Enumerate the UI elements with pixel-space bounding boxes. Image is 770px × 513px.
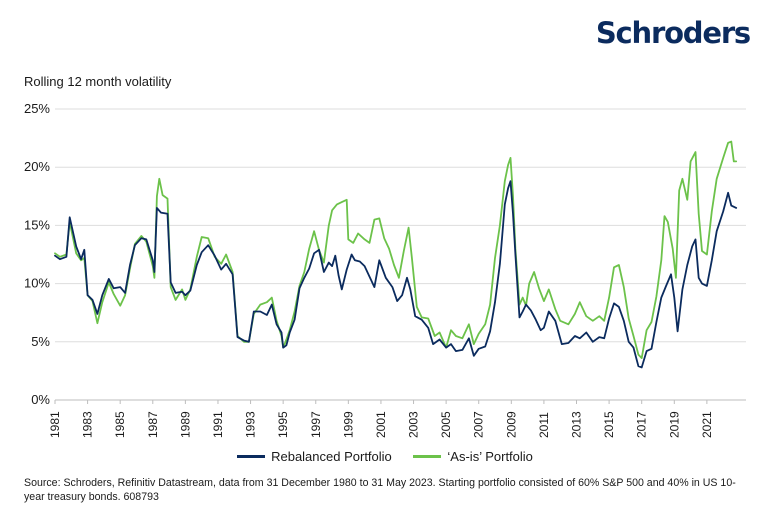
y-tick-label: 20% bbox=[24, 159, 50, 174]
y-tick-label: 0% bbox=[31, 392, 50, 407]
y-tick-label: 10% bbox=[24, 276, 50, 291]
x-tick-label: 1981 bbox=[48, 411, 62, 438]
x-tick-label: 2015 bbox=[602, 411, 616, 438]
series-line bbox=[54, 140, 738, 359]
x-tick-label: 2009 bbox=[504, 411, 518, 438]
x-tick-label: 2007 bbox=[472, 411, 486, 438]
legend-label-as-is: ‘As-is’ Portfolio bbox=[447, 449, 533, 464]
legend: Rebalanced Portfolio ‘As-is’ Portfolio bbox=[0, 446, 770, 464]
legend-swatch-as-is bbox=[413, 455, 442, 458]
x-tick-label: 1983 bbox=[81, 411, 95, 438]
x-tick-label: 2013 bbox=[570, 411, 584, 438]
gridlines bbox=[55, 108, 746, 401]
y-axis-ticks: 0% 5% 10% 15% 20% 25% bbox=[24, 101, 50, 407]
x-tick-label: 2011 bbox=[537, 412, 551, 438]
x-tick-label: 1997 bbox=[309, 411, 323, 438]
legend-label-rebalanced: Rebalanced Portfolio bbox=[271, 449, 392, 464]
x-tick-label: 2019 bbox=[667, 411, 681, 438]
x-tick-label: 1993 bbox=[244, 411, 258, 438]
chart-title: Rolling 12 month volatility bbox=[24, 74, 172, 89]
x-axis-ticks: 1981 1983 1985 1987 1989 1991 1993 1995 1997 1999… bbox=[48, 400, 714, 438]
x-tick-label: 2021 bbox=[700, 411, 714, 438]
y-tick-label: 25% bbox=[24, 101, 50, 116]
x-tick-label: 2003 bbox=[407, 411, 421, 438]
legend-item-rebalanced: Rebalanced Portfolio bbox=[237, 449, 392, 464]
schroders-logo: Schroders bbox=[595, 16, 751, 50]
legend-item-as-is: ‘As-is’ Portfolio bbox=[413, 449, 533, 464]
series-line bbox=[54, 180, 738, 369]
x-tick-label: 1987 bbox=[146, 411, 160, 438]
x-tick-label: 2017 bbox=[635, 411, 649, 438]
y-tick-label: 5% bbox=[31, 334, 50, 349]
series-lines bbox=[54, 140, 738, 369]
x-tick-label: 1989 bbox=[178, 411, 192, 438]
legend-swatch-rebalanced bbox=[237, 455, 266, 458]
x-tick-label: 1995 bbox=[276, 411, 290, 438]
x-tick-label: 2001 bbox=[374, 411, 388, 438]
y-tick-label: 15% bbox=[24, 217, 50, 232]
x-tick-label: 1991 bbox=[211, 411, 225, 438]
x-tick-label: 1999 bbox=[341, 411, 355, 438]
x-tick-label: 2005 bbox=[439, 411, 453, 438]
source-note: Source: Schroders, Refinitiv Datastream,… bbox=[24, 477, 736, 503]
x-tick-label: 1985 bbox=[113, 411, 127, 438]
